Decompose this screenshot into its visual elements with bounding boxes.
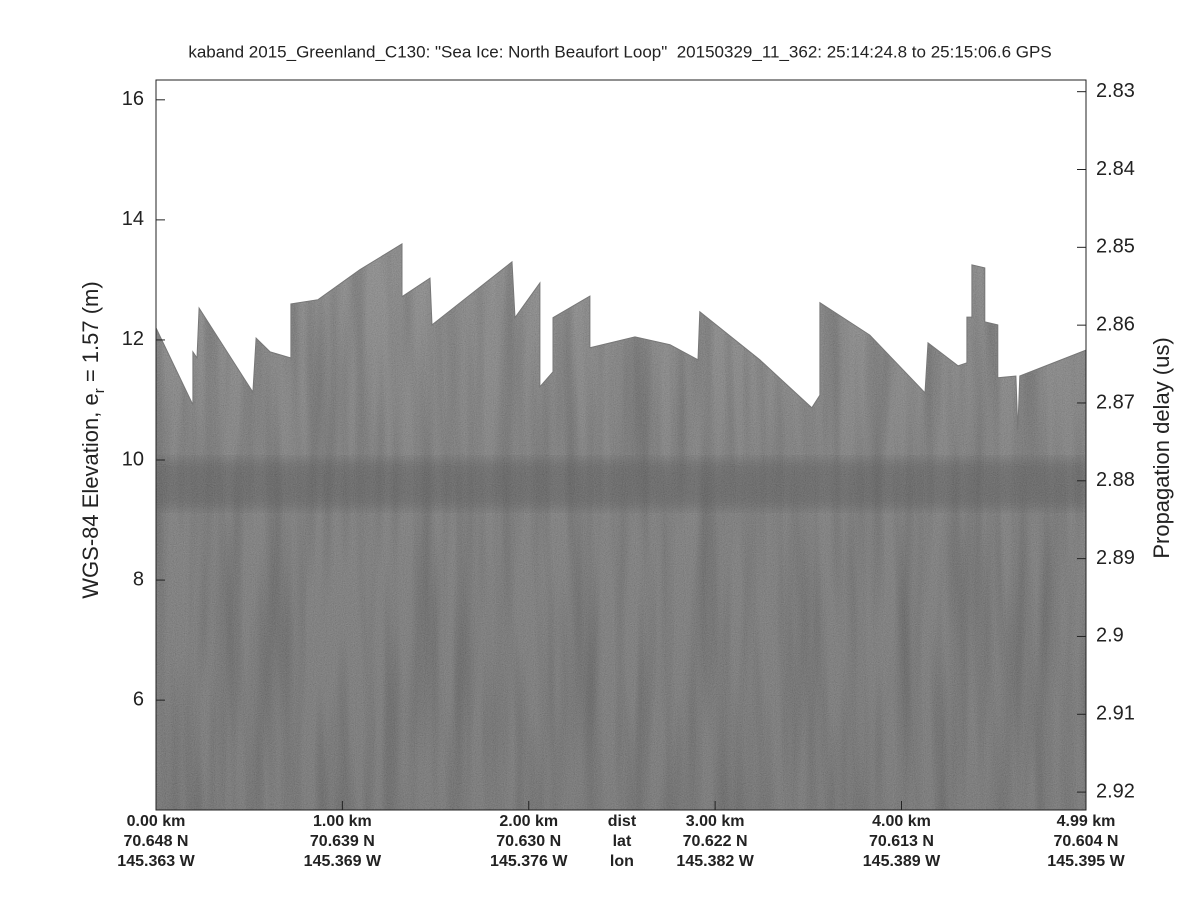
x-row-label: dist bbox=[608, 813, 637, 830]
x-tick-lat: 70.604 N bbox=[1054, 833, 1119, 850]
x-tick-lon: 145.363 W bbox=[117, 853, 195, 870]
x-tick-lat: 70.639 N bbox=[310, 833, 375, 850]
x-tick-lon: 145.382 W bbox=[676, 853, 754, 870]
y-tick-label: 8 bbox=[133, 568, 144, 590]
y2-tick-label: 2.91 bbox=[1096, 703, 1135, 725]
y-tick-label: 6 bbox=[133, 688, 144, 710]
echogram-texture bbox=[156, 243, 1086, 810]
x-tick-label: 4.99 km bbox=[1057, 813, 1116, 830]
y2-axis-label: Propagation delay (us) bbox=[1149, 337, 1174, 558]
plot-area bbox=[155, 243, 1087, 810]
chart-title: kaband 2015_Greenland_C130: "Sea Ice: No… bbox=[188, 42, 1051, 61]
y2-tick-label: 2.88 bbox=[1096, 469, 1135, 491]
x-tick-lon: 145.369 W bbox=[304, 853, 382, 870]
x-tick-label: 0.00 km bbox=[127, 813, 186, 830]
y-label-text: WGS-84 Elevation, e bbox=[78, 393, 103, 598]
x-tick-label: 1.00 km bbox=[313, 813, 372, 830]
y2-tick-label: 2.89 bbox=[1096, 547, 1135, 569]
y2-tick-label: 2.86 bbox=[1096, 313, 1135, 335]
y2-tick-label: 2.92 bbox=[1096, 780, 1135, 802]
x-tick-lon: 145.395 W bbox=[1047, 853, 1125, 870]
y2-tick-label: 2.83 bbox=[1096, 80, 1135, 102]
x-tick-lat: 70.613 N bbox=[869, 833, 934, 850]
y-tick-label: 12 bbox=[122, 328, 144, 350]
echo-noise bbox=[156, 243, 1086, 810]
x-row-label: lon bbox=[610, 853, 634, 870]
y-tick-label: 16 bbox=[122, 88, 144, 110]
x-tick-label: 4.00 km bbox=[872, 813, 931, 830]
y-label-text: = 1.57 (m) bbox=[78, 281, 103, 388]
y2-tick-label: 2.85 bbox=[1096, 236, 1135, 258]
surface-line bbox=[155, 243, 1087, 431]
y2-tick-label: 2.9 bbox=[1096, 625, 1124, 647]
x-tick-lat: 70.630 N bbox=[496, 833, 561, 850]
x-row-label: lat bbox=[613, 833, 632, 850]
x-tick-lon: 145.376 W bbox=[490, 853, 568, 870]
x-tick-lat: 70.622 N bbox=[683, 833, 748, 850]
x-tick-lat: 70.648 N bbox=[124, 833, 189, 850]
axes-box bbox=[155, 79, 1087, 811]
y2-tick-label: 2.87 bbox=[1096, 391, 1135, 413]
y-label-subscript: r bbox=[91, 388, 108, 393]
y-axis-label: WGS-84 Elevation, er = 1.57 (m) bbox=[78, 281, 109, 598]
x-tick-label: 3.00 km bbox=[686, 813, 745, 830]
x-tick-lon: 145.389 W bbox=[863, 853, 941, 870]
y2-tick-label: 2.84 bbox=[1096, 158, 1135, 180]
y-tick-label: 14 bbox=[122, 208, 144, 230]
y-tick-label: 10 bbox=[122, 448, 144, 470]
x-tick-label: 2.00 km bbox=[499, 813, 558, 830]
